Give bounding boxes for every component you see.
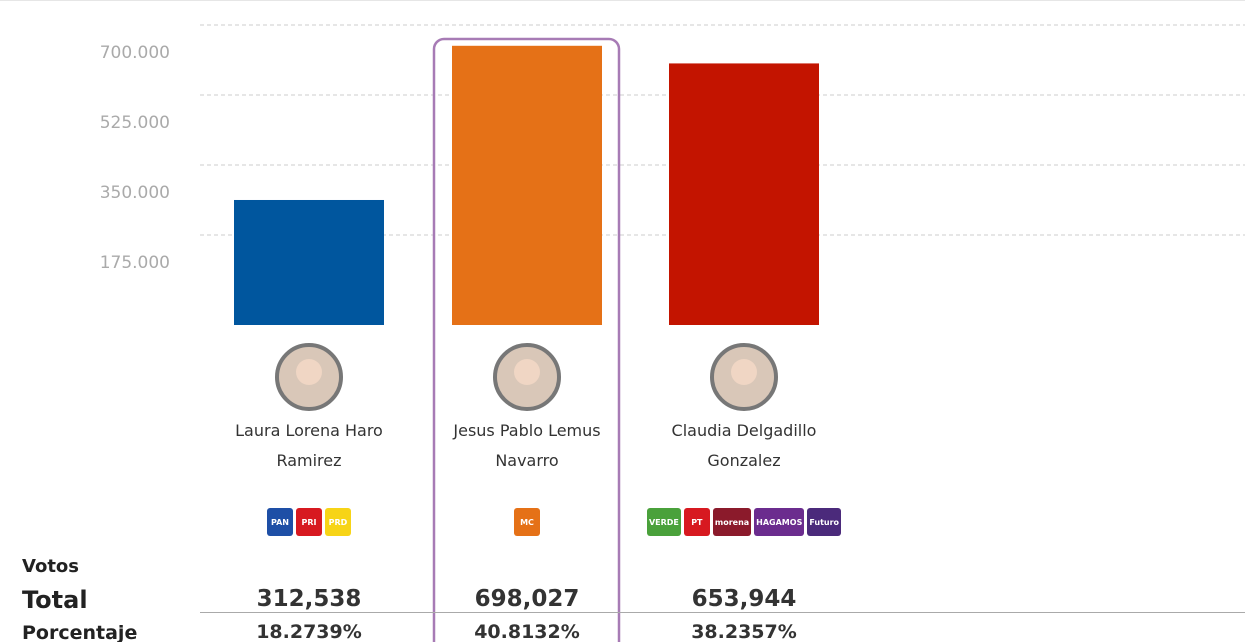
- y-tick-label: 525.000: [100, 113, 170, 133]
- party-logo: Futuro: [807, 508, 842, 536]
- vote-percent: 38.2357%: [691, 621, 797, 642]
- total-label: Total: [22, 586, 88, 614]
- party-logos: MC: [417, 508, 637, 536]
- vote-percent: 18.2739%: [256, 621, 362, 642]
- y-tick-label: 175.000: [100, 253, 170, 273]
- party-logos: PAN PRI PRD: [199, 508, 419, 536]
- vote-total: 653,944: [691, 586, 797, 612]
- vote-total: 312,538: [256, 586, 362, 612]
- candidate-name: Laura Lorena Haro Ramirez: [235, 421, 383, 470]
- party-logo: PAN: [267, 508, 293, 536]
- party-logo: VERDE: [646, 508, 681, 536]
- percent-label: Porcentaje: [22, 622, 138, 642]
- y-tick-label: 350.000: [100, 183, 170, 203]
- party-logo: PT: [683, 508, 710, 536]
- party-logo: HAGAMOS: [754, 508, 805, 536]
- photo-face: [514, 359, 540, 385]
- vote-total: 698,027: [474, 586, 580, 612]
- divider: [200, 612, 1245, 613]
- party-logo: PRD: [325, 508, 351, 536]
- party-logo: MC: [514, 508, 540, 536]
- vote-percent: 40.8132%: [474, 621, 580, 642]
- candidate-name: Jesus Pablo Lemus Navarro: [453, 421, 601, 470]
- party-logo: PRI: [296, 508, 322, 536]
- photo-face: [731, 359, 757, 385]
- highlight-frame: [432, 37, 621, 642]
- candidate-name: Claudia Delgadillo Gonzalez: [671, 421, 817, 470]
- party-logos: VERDE PT morena HAGAMOS Futuro: [634, 508, 854, 536]
- bar: [452, 45, 602, 326]
- party-logo: morena: [712, 508, 752, 536]
- bar: [234, 199, 384, 325]
- photo-face: [296, 359, 322, 385]
- y-tick-label: 700.000: [100, 43, 170, 63]
- bar: [669, 63, 819, 326]
- votes-heading: Votos: [22, 556, 79, 577]
